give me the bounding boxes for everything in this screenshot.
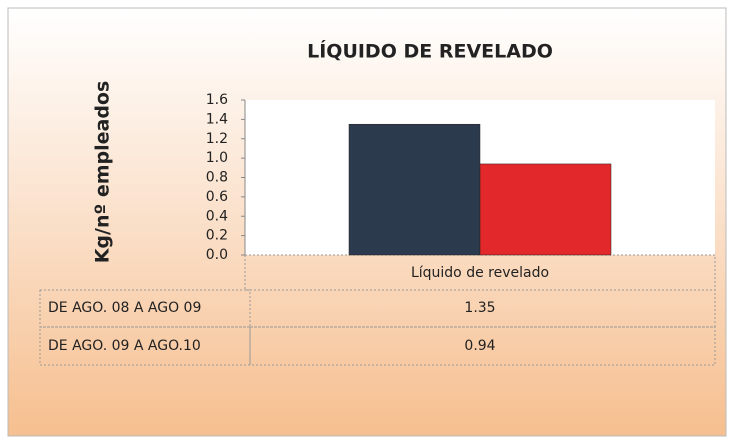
bar xyxy=(348,123,481,256)
bar xyxy=(479,163,612,256)
x-tick-label: Líquido de revelado xyxy=(411,265,549,281)
y-tick-label: 0.4 xyxy=(206,208,228,224)
chart-title: LÍQUIDO DE REVELADO xyxy=(307,40,553,63)
y-tick-label: 0.6 xyxy=(206,189,228,205)
y-tick-label: 1.0 xyxy=(206,150,228,166)
table-cell xyxy=(249,289,716,328)
table-value: 1.35 xyxy=(464,300,495,316)
table-row-label: DE AGO. 08 A AGO 09 xyxy=(48,300,201,316)
y-tick-label: 0.0 xyxy=(206,247,228,263)
y-tick-label: 1.4 xyxy=(206,111,228,127)
y-tick-label: 0.2 xyxy=(206,228,228,244)
y-tick-label: 1.2 xyxy=(206,131,228,147)
y-tick-label: 1.6 xyxy=(206,92,228,108)
table-cell xyxy=(249,326,716,366)
y-tick-label: 0.8 xyxy=(206,170,228,186)
table-cell xyxy=(39,326,251,366)
table-value: 0.94 xyxy=(464,338,495,354)
y-axis-label: Kg/nº empleados xyxy=(92,81,114,264)
table-row-label: DE AGO. 09 A AGO.10 xyxy=(48,338,201,354)
